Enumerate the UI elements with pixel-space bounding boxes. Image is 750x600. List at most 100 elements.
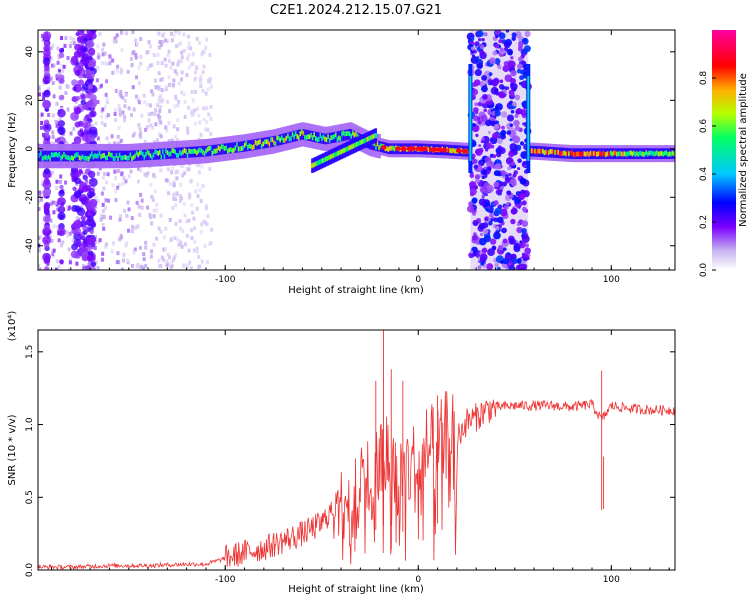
ridge-core: [67, 155, 71, 161]
noise-band-speckle: [505, 86, 510, 90]
ridge-core: [257, 140, 261, 145]
noise-band-speckle: [502, 258, 509, 265]
noise-speckle: [202, 49, 206, 54]
noise-speckle: [190, 228, 194, 233]
noise-speckle: [104, 92, 108, 97]
noise-band-speckle: [510, 218, 516, 225]
noise-band-speckle: [505, 30, 510, 33]
noise-speckle: [38, 263, 41, 268]
noise-speckle: [149, 123, 153, 128]
noise-streak: [58, 52, 65, 59]
ridge-core: [555, 149, 559, 155]
noise-streak: [86, 236, 95, 246]
noise-speckle: [175, 192, 179, 197]
ridge-core: [284, 137, 287, 143]
ridge-core: [179, 149, 182, 155]
ridge-core: [554, 149, 557, 155]
noise-band-speckle: [506, 114, 515, 122]
noise-streak: [73, 50, 82, 58]
ridge-core: [146, 149, 150, 155]
noise-speckle: [50, 141, 54, 146]
ridge-core: [592, 151, 596, 156]
noise-speckle: [160, 255, 164, 260]
noise-streak: [87, 99, 94, 107]
noise-streak: [82, 247, 89, 255]
ridge-core: [143, 154, 147, 160]
noise-speckle: [126, 200, 130, 205]
noise-speckle: [69, 41, 73, 46]
noise-band-speckle: [510, 161, 516, 167]
ridge-core: [285, 135, 289, 141]
noise-speckle: [119, 70, 123, 75]
ridge-core: [639, 150, 642, 156]
noise-speckle: [80, 203, 84, 208]
ridge-core: [537, 148, 540, 154]
ridge-core: [651, 150, 655, 156]
noise-speckle: [40, 120, 44, 125]
ridge-core: [157, 151, 161, 156]
noise-speckle: [159, 263, 163, 268]
ridge-core: [145, 151, 148, 157]
ridge-core: [86, 156, 90, 161]
noise-speckle: [202, 106, 206, 111]
ridge-core: [589, 150, 593, 156]
noise-speckle: [102, 171, 106, 176]
noise-speckle: [172, 182, 176, 187]
noise-speckle: [206, 87, 210, 92]
noise-band-speckle: [503, 205, 509, 210]
noise-speckle: [172, 196, 176, 201]
branch-core: [360, 139, 364, 145]
ridge-core: [333, 133, 337, 139]
noise-speckle: [61, 68, 65, 73]
noise-speckle: [154, 85, 158, 90]
ridge-core: [574, 152, 577, 157]
ridge-body: [304, 129, 307, 141]
noise-speckle: [114, 39, 118, 44]
noise-speckle: [137, 65, 141, 70]
noise-speckle: [184, 264, 188, 269]
ridge-core: [384, 146, 388, 152]
noise-speckle: [99, 83, 103, 88]
y-tick-label: 40: [25, 46, 35, 58]
y-tick-label: 0: [25, 146, 35, 152]
noise-band-speckle: [486, 205, 491, 210]
noise-band-speckle: [471, 54, 476, 58]
noise-speckle: [138, 245, 142, 250]
noise-speckle: [119, 90, 123, 95]
ridge-core: [466, 148, 469, 154]
noise-speckle: [178, 182, 182, 187]
noise-speckle: [172, 78, 176, 83]
ridge-core: [342, 130, 346, 136]
ridge-core: [653, 151, 656, 157]
noise-band-speckle: [479, 43, 483, 47]
ridge-core: [199, 147, 202, 153]
noise-speckle: [56, 225, 60, 230]
noise-speckle: [148, 63, 152, 68]
noise-speckle: [118, 107, 122, 112]
noise-speckle: [167, 59, 171, 64]
noise-speckle: [114, 118, 118, 123]
ridge-core: [294, 131, 298, 136]
noise-speckle: [196, 194, 200, 199]
noise-speckle: [172, 257, 176, 262]
noise-speckle: [143, 100, 147, 105]
noise-speckle: [205, 37, 209, 42]
noise-speckle: [190, 90, 194, 95]
ridge-core: [91, 151, 94, 157]
noise-speckle: [167, 191, 171, 196]
ridge-core: [353, 132, 357, 138]
noise-band-speckle: [481, 135, 490, 144]
ridge-core: [450, 148, 454, 154]
noise-band-speckle: [495, 120, 500, 125]
noise-band-speckle: [489, 57, 496, 64]
noise-speckle: [204, 206, 208, 211]
branch-core: [323, 157, 327, 163]
noise-speckle: [57, 238, 61, 243]
noise-speckle: [187, 218, 191, 223]
noise-speckle: [178, 219, 182, 224]
colorbar-tick-label: 0.4: [699, 167, 709, 182]
noise-speckle: [116, 64, 120, 69]
noise-speckle: [169, 31, 173, 36]
ridge-body: [209, 145, 213, 156]
noise-streak: [43, 101, 51, 109]
